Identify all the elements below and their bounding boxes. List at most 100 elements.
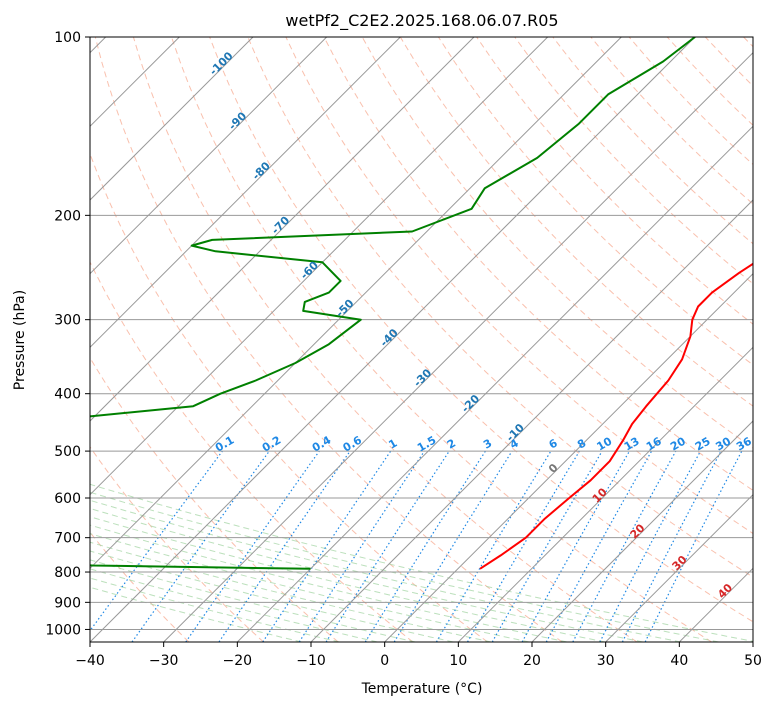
- dry-adiabat: [90, 260, 414, 642]
- isotherm: [90, 37, 401, 349]
- dry-adiabat: [90, 356, 339, 642]
- mixing-ratio-label: 1: [386, 437, 399, 452]
- moist-adiabat: [90, 559, 416, 642]
- data-series: [90, 37, 753, 570]
- dry-adiabat-label: -40: [378, 326, 401, 349]
- isotherm: [90, 37, 475, 422]
- dry-adiabat-label: 20: [628, 521, 648, 541]
- dry-adiabat: [247, 37, 753, 578]
- moist-adiabat: [90, 586, 302, 642]
- moist-adiabat: [90, 491, 719, 642]
- x-tick-label: −40: [75, 653, 105, 669]
- y-tick-label: 400: [54, 387, 81, 403]
- dry-adiabat: [476, 37, 753, 325]
- isotherm: [384, 272, 753, 642]
- mixing-ratio-line: [393, 450, 513, 642]
- moist-adiabat: [90, 577, 340, 642]
- dry-adiabat: [171, 37, 712, 642]
- isotherm: [457, 346, 753, 642]
- isotherm: [236, 125, 753, 642]
- mixing-ratio-label: 2: [445, 437, 458, 452]
- isotherm: [531, 420, 753, 642]
- isotherm: [90, 37, 254, 201]
- mixing-ratio-line: [298, 450, 425, 642]
- dry-adiabat-label: -70: [269, 214, 292, 237]
- dry-adiabat-label: 40: [715, 581, 735, 601]
- mixing-ratio-line: [466, 450, 580, 642]
- mixing-ratio-line: [262, 450, 392, 642]
- isotherm: [752, 641, 753, 642]
- x-tick-label: −20: [223, 653, 253, 669]
- moist-adiabat: [90, 507, 643, 642]
- x-axis-ticks: −40 −30 −20 −10 0 10 20 30 40 50: [75, 642, 762, 669]
- isotherm: [90, 37, 328, 275]
- plot-frame: [89, 36, 754, 643]
- mixing-ratio-line: [131, 450, 270, 642]
- dry-adiabat: [552, 37, 753, 245]
- dry-adiabat-label: -20: [459, 392, 482, 415]
- dry-adiabat: [132, 37, 638, 642]
- mixing-ratio-line: [364, 450, 486, 642]
- mixing-ratio-line: [572, 450, 677, 642]
- x-tick-label: 10: [449, 653, 467, 669]
- mixing-ratio-line: [521, 450, 631, 642]
- series-line-1: [90, 37, 696, 570]
- mixing-ratio-line: [644, 450, 743, 642]
- y-tick-label: 600: [54, 491, 81, 507]
- moist-adiabat: [90, 524, 568, 642]
- y-tick-label: 100: [54, 30, 81, 46]
- dry-adiabat: [666, 37, 753, 126]
- mixing-ratio-line: [90, 450, 223, 632]
- x-tick-label: 50: [744, 653, 762, 669]
- moist-adiabat: [90, 533, 530, 642]
- dry-adiabat-label: -80: [250, 159, 273, 182]
- dry-adiabat: [94, 37, 563, 642]
- x-tick-label: −10: [296, 653, 326, 669]
- grid: [90, 37, 753, 642]
- isotherm: [678, 567, 753, 642]
- dry-adiabat: [743, 37, 753, 48]
- dry-adiabat: [90, 531, 190, 642]
- y-tick-label: 500: [54, 444, 81, 460]
- dry-adiabat: [209, 37, 753, 623]
- y-tick-label: 300: [54, 313, 81, 329]
- mixing-ratio-line: [218, 450, 351, 642]
- mixing-ratio-line: [325, 450, 450, 642]
- dry-adiabat: [90, 446, 264, 642]
- dry-adiabat-label: 10: [590, 485, 610, 505]
- x-tick-label: 20: [523, 653, 541, 669]
- y-tick-label: 700: [54, 531, 81, 547]
- dry-adiabat: [590, 37, 753, 205]
- isotherm: [90, 37, 696, 642]
- y-axis-ticks: 100 200 300 400 500 600 700 800 900 1000: [45, 30, 90, 638]
- y-axis-label: Pressure (hPa): [12, 290, 28, 390]
- y-tick-label: 1000: [45, 622, 81, 638]
- mixing-ratio-label: 6: [547, 436, 560, 451]
- y-tick-label: 800: [54, 565, 81, 581]
- dry-adiabat: [437, 37, 753, 366]
- chart-title: wetPf2_C2E2.2025.168.06.07.R05: [285, 11, 558, 31]
- moist-adiabat: [90, 499, 681, 642]
- dry-adiabat-label: -90: [226, 109, 249, 132]
- dry-adiabat: [285, 37, 753, 535]
- isotherm: [90, 37, 622, 570]
- x-tick-label: 30: [597, 653, 615, 669]
- isotherm: [605, 493, 753, 642]
- x-tick-label: 0: [380, 653, 389, 669]
- x-tick-label: 40: [670, 653, 688, 669]
- isotherm: [90, 37, 549, 496]
- mixing-ratio-line: [545, 450, 653, 642]
- y-tick-label: 900: [54, 595, 81, 611]
- dry-adiabat-label: -30: [411, 366, 434, 389]
- isotherm: [310, 199, 753, 642]
- moist-adiabat: [90, 483, 753, 642]
- dry-adiabat: [514, 37, 753, 285]
- x-tick-label: −30: [149, 653, 179, 669]
- x-axis-label: Temperature (°C): [361, 681, 483, 697]
- y-tick-label: 200: [54, 208, 81, 224]
- dry-adiabat: [323, 37, 753, 491]
- isotherm: [163, 51, 753, 642]
- dry-adiabat-label: -100: [207, 49, 236, 78]
- mixing-ratio-line: [599, 450, 702, 642]
